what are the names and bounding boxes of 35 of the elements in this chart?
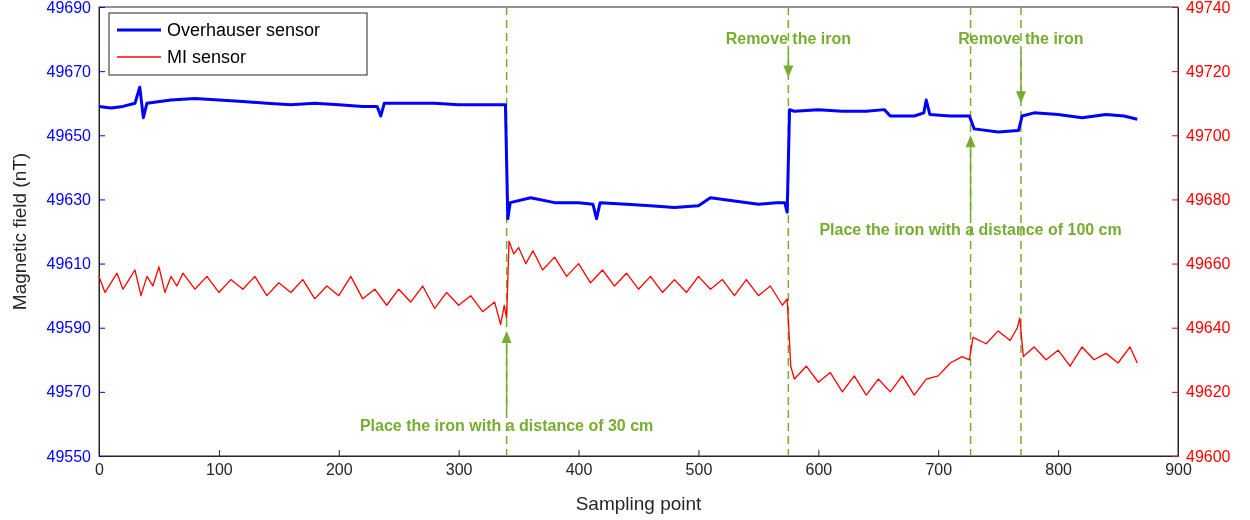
x-axis-title: Sampling point [575, 493, 703, 514]
y-tick-label: 49690 [46, 0, 92, 16]
x-tick-label: 300 [445, 461, 473, 479]
y-tick-label: 49630 [46, 191, 92, 209]
x-tick-label: 400 [565, 461, 593, 479]
y-tick-label: 49590 [46, 319, 92, 337]
x-tick-label: 800 [1045, 461, 1073, 479]
annotation: Remove the iron [725, 30, 852, 47]
annotation: Place the iron with a distance of 100 cm [819, 221, 1122, 239]
legend-label: MI sensor [167, 47, 247, 67]
x-tick-label: 500 [685, 461, 713, 479]
y-tick-label: 49650 [46, 126, 92, 144]
y2-tick-label: 49740 [1186, 0, 1231, 16]
y2-tick-label: 49620 [1186, 383, 1231, 401]
y2-tick-label: 49660 [1186, 255, 1231, 273]
x-tick-label: 200 [325, 461, 353, 479]
x-tick-label: 700 [925, 461, 953, 479]
y2-tick-label: 49720 [1186, 62, 1231, 80]
annotation: Remove the iron [958, 30, 1084, 47]
x-tick-label: 0 [95, 461, 105, 479]
y-tick-label: 49670 [46, 62, 92, 80]
x-tick-label: 100 [206, 461, 233, 479]
x-tick-label: 900 [1165, 461, 1192, 479]
y2-tick-label: 49680 [1186, 191, 1231, 209]
y-tick-label: 49550 [46, 447, 92, 465]
y2-tick-label: 49700 [1186, 126, 1231, 144]
y-tick-label: 49610 [46, 255, 92, 273]
annotation: Place the iron with a distance of 30 cm [359, 416, 654, 434]
y-tick-label: 49570 [46, 383, 92, 401]
y2-tick-label: 49640 [1186, 319, 1231, 337]
legend-label: Overhauser sensor [167, 20, 321, 40]
y-axis-title: Magnetic field (nT) [9, 152, 30, 311]
x-tick-label: 600 [805, 461, 833, 479]
line-series [97, 85, 1139, 221]
line-series [98, 240, 1138, 396]
